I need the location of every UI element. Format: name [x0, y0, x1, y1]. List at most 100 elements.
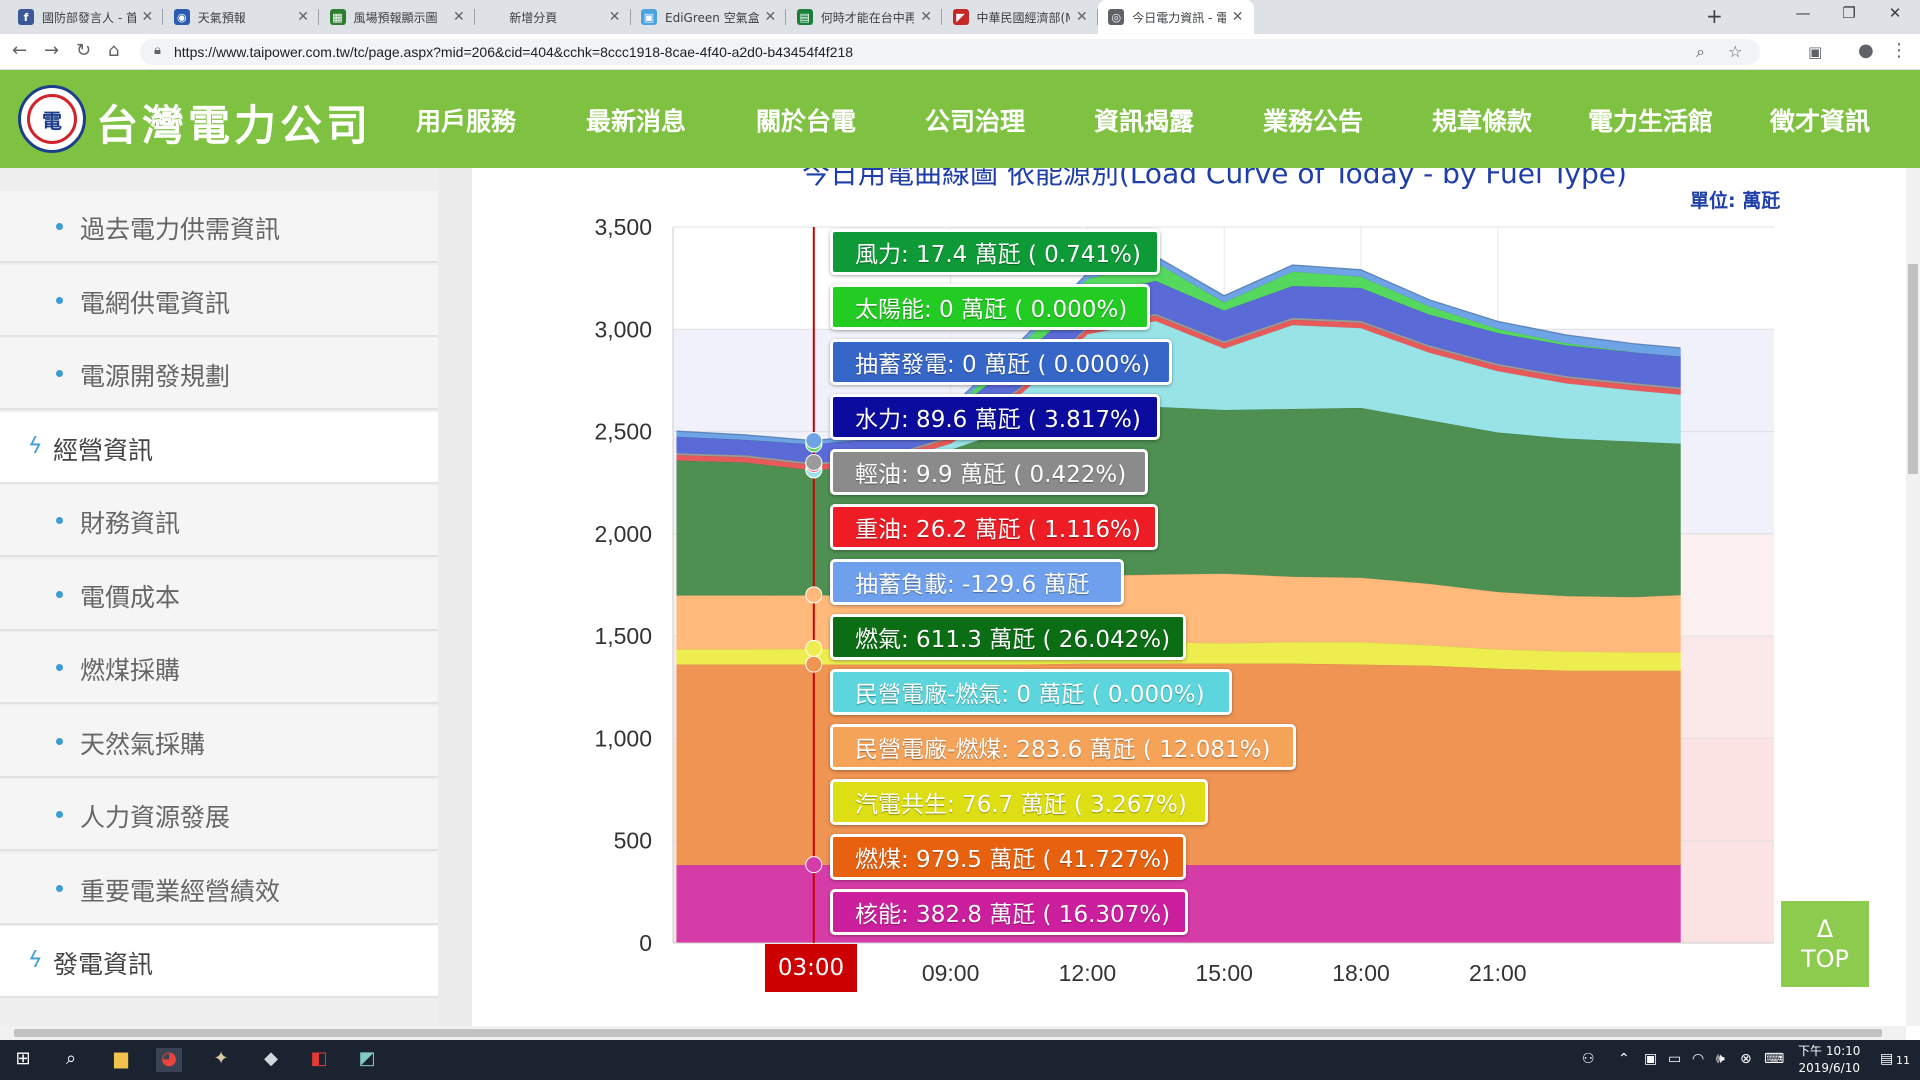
tooltip-entry: 抽蓄負載: -129.6 萬瓩 — [830, 559, 1124, 605]
load-curve-chart[interactable]: 05001,0001,5002,0002,5003,0003,50006:000… — [472, 168, 1906, 1026]
site-header: 電 台灣電力公司 用戶服務 最新消息 關於台電 公司治理 資訊揭露 業務公告 規章條款 電力生… — [0, 70, 1920, 168]
bullet-icon — [56, 664, 63, 671]
taskbar-clock[interactable]: 下午 10:10 2019/6/10 — [1798, 1043, 1860, 1077]
search-icon[interactable]: ⌕ — [65, 1048, 77, 1069]
unit-label: 單位: 萬瓩 — [1690, 190, 1781, 212]
close-tab-icon[interactable]: ✕ — [141, 9, 154, 25]
reload-icon[interactable]: ↻ — [76, 40, 92, 61]
sidebar-item[interactable]: 燃煤採購 — [0, 632, 438, 704]
chrome-icon[interactable]: ◕ — [156, 1048, 182, 1072]
browser-tab[interactable]: ◎ 今日電力資訊 - 電力供需資 ✕ — [1098, 0, 1254, 34]
close-tab-icon[interactable]: ✕ — [1231, 9, 1244, 25]
file-explorer-icon[interactable]: ▆ — [114, 1048, 128, 1069]
app-icon-4[interactable]: ◩ — [358, 1048, 376, 1069]
main-panel: 05001,0001,5002,0002,5003,0003,50006:000… — [472, 168, 1906, 1026]
sidebar-item[interactable]: 電價成本 — [0, 558, 438, 631]
security-icon[interactable]: ▣ — [1644, 1051, 1658, 1067]
minimize-button[interactable]: — — [1795, 4, 1811, 22]
close-window-button[interactable]: ✕ — [1888, 4, 1902, 22]
url-text[interactable]: https://www.taipower.com.tw/tc/page.aspx… — [174, 44, 854, 60]
profile-icon[interactable]: ● — [1858, 40, 1874, 61]
zoom-icon[interactable]: ⌕ — [1696, 42, 1705, 61]
notification-icon[interactable]: ▤ — [1880, 1051, 1894, 1067]
wifi-icon[interactable]: ◠ — [1692, 1051, 1705, 1067]
sidebar-item[interactable]: 天然氣採購 — [0, 705, 438, 778]
new-tab-button[interactable]: + — [1706, 4, 1723, 28]
browser-tab[interactable]: ▣ EdiGreen 空氣盒子 ✕ — [631, 0, 787, 34]
people-icon[interactable]: ⚇ — [1582, 1051, 1595, 1067]
home-icon[interactable]: ⌂ — [108, 40, 120, 61]
forward-icon[interactable]: → — [44, 40, 60, 61]
crosshair-marker — [805, 432, 823, 450]
sidebar-item-label: 經營資訊 — [53, 435, 154, 465]
app-icon-3[interactable]: ◧ — [310, 1048, 328, 1069]
nav-item[interactable]: 業務公告 — [1263, 107, 1364, 136]
close-tab-icon[interactable]: ✕ — [764, 9, 777, 25]
tooltip-entry: 水力: 89.6 萬瓩 ( 3.817%) — [830, 394, 1160, 440]
sidebar-item[interactable]: 重要電業經營績效 — [0, 852, 438, 925]
browser-tab[interactable]: ▦ 風場預報顯示圖 ✕ — [320, 0, 476, 34]
sidebar-item[interactable]: 人力資源發展 — [0, 779, 438, 851]
close-tab-icon[interactable]: ✕ — [920, 9, 932, 25]
address-bar[interactable]: 🔒︎ https://www.taipower.com.tw/tc/page.a… — [140, 39, 1760, 65]
edigreen-icon: ▣ — [641, 9, 657, 25]
lock-icon[interactable]: 🔒︎ — [154, 43, 161, 58]
close-tab-icon[interactable]: ✕ — [608, 9, 621, 25]
sidebar-item[interactable]: 過去電力供需資訊 — [0, 191, 438, 263]
battery-icon[interactable]: ▭ — [1668, 1051, 1682, 1067]
vertical-scrollbar[interactable] — [1906, 168, 1920, 1026]
browser-tab[interactable]: ▤ 何時才能在台中再看到這樣 ✕ — [787, 0, 943, 34]
tooltip-entry: 燃煤: 979.5 萬瓩 ( 41.727%) — [830, 834, 1186, 880]
restore-button[interactable]: ❐ — [1842, 4, 1856, 22]
nav-item[interactable]: 電力生活館 — [1588, 107, 1714, 136]
nav-item[interactable]: 規章條款 — [1432, 107, 1533, 136]
sidebar-category[interactable]: ϟ 經營資訊 — [0, 411, 438, 484]
crosshair-marker — [805, 639, 823, 657]
vertical-scroll-thumb[interactable] — [1908, 264, 1918, 474]
input-method-icon[interactable]: ⌨ — [1764, 1051, 1785, 1067]
browser-tab-label: 新增分頁 — [509, 10, 558, 25]
app-icon-1[interactable]: ✦ — [213, 1048, 229, 1069]
browser-tab[interactable]: ◤ 中華民國經濟部(Ministry of ✕ — [943, 0, 1099, 34]
nav-item[interactable]: 用戶服務 — [416, 107, 517, 136]
sidebar: 過去電力供需資訊 電網供電資訊 電源開發規劃 ϟ 經營資訊 財務資訊 電價成本 燃煤採購 天然氣… — [0, 168, 438, 1026]
horizontal-scroll-thumb[interactable] — [14, 1029, 1882, 1037]
taipower-logo-icon[interactable]: 電 — [18, 85, 86, 153]
sidebar-item-label: 重要電業經營績效 — [80, 876, 281, 906]
y-tick-label: 2,000 — [594, 521, 652, 547]
browser-tab[interactable]: f 國防部發言人 - 首頁 ✕ — [8, 0, 164, 34]
crosshair-marker — [805, 655, 823, 673]
back-icon[interactable]: ← — [12, 40, 28, 61]
nav-item[interactable]: 關於台電 — [756, 107, 857, 136]
nav-item[interactable]: 公司治理 — [925, 107, 1026, 136]
bookmark-star-icon[interactable]: ☆ — [1728, 42, 1743, 61]
close-tab-icon[interactable]: ✕ — [1076, 9, 1088, 25]
nav-item[interactable]: 徵才資訊 — [1770, 107, 1871, 136]
browser-tab[interactable]: ◉ 天氣預報 ✕ — [164, 0, 320, 34]
site-name[interactable]: 台灣電力公司 — [96, 101, 373, 150]
nav-item[interactable]: 最新消息 — [586, 107, 687, 136]
close-tray-icon[interactable]: ⊗ — [1740, 1051, 1752, 1067]
volume-icon[interactable]: 🕪︎ — [1716, 1051, 1725, 1067]
windows-taskbar: ⊞ ⌕ ▆ ◕ ✦ ◆ ◧ ◩ ⚇ ⌃ ▣ ▭ ◠ 🕪︎ ⊗ ⌨ 下午 10:1… — [0, 1040, 1920, 1080]
bullet-icon — [56, 884, 63, 892]
app-icon-2[interactable]: ◆ — [264, 1048, 278, 1069]
tray-chevron-icon[interactable]: ⌃ — [1618, 1051, 1630, 1067]
sidebar-category[interactable]: ϟ 發電資訊 — [0, 926, 438, 998]
close-tab-icon[interactable]: ✕ — [453, 9, 465, 25]
sidebar-item-label: 人力資源發展 — [80, 803, 231, 832]
close-tab-icon[interactable]: ✕ — [297, 9, 309, 25]
x-tick-label: 21:00 — [1469, 960, 1527, 986]
sidebar-item[interactable]: 電網供電資訊 — [0, 264, 438, 337]
back-to-top-button[interactable]: Δ TOP — [1781, 901, 1869, 987]
taipower-icon: ◎ — [1108, 9, 1125, 25]
horizontal-scrollbar[interactable] — [0, 1026, 1906, 1040]
bullet-icon — [56, 370, 63, 377]
menu-icon[interactable]: ⋮ — [1890, 40, 1908, 61]
sidebar-item[interactable]: 電源開發規劃 — [0, 338, 438, 410]
browser-tab[interactable]: 新增分頁 ✕ — [475, 0, 631, 34]
windows-start-icon[interactable]: ⊞ — [15, 1048, 31, 1069]
sidebar-item[interactable]: 財務資訊 — [0, 485, 438, 557]
extension-icon[interactable]: ▣ — [1808, 43, 1823, 61]
y-tick-label: 1,000 — [594, 725, 652, 751]
